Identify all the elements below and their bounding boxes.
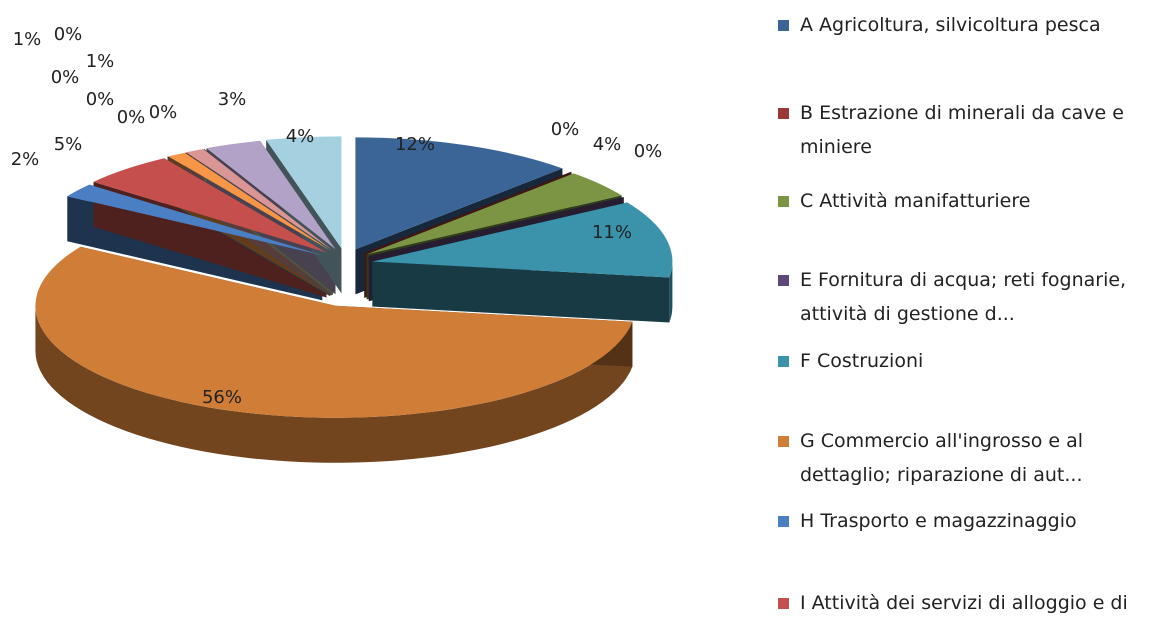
data-label: 2% <box>11 149 40 170</box>
data-label: 12% <box>395 134 435 155</box>
data-label: 1% <box>86 51 115 72</box>
legend-swatch <box>778 108 789 119</box>
slice <box>35 246 633 418</box>
slice-edge <box>372 261 670 323</box>
slice <box>266 136 342 249</box>
legend-label: A Agricoltura, silvicoltura pesca <box>800 14 1101 36</box>
data-label: 0% <box>634 141 663 162</box>
data-label: 0% <box>54 24 83 45</box>
legend-swatch <box>778 20 789 31</box>
legend-item: A Agricoltura, silvicoltura pesca <box>778 8 1167 42</box>
legend-swatch <box>778 275 789 286</box>
legend-label: C Attività manifatturiere <box>800 190 1031 212</box>
slice <box>364 171 572 253</box>
legend-label: F Costruzioni <box>800 350 924 372</box>
legend-label: E Fornitura di acqua; reti fognarie, att… <box>800 269 1127 325</box>
data-label: 5% <box>54 134 83 155</box>
legend-swatch <box>778 516 789 527</box>
data-label: 56% <box>202 387 242 408</box>
data-label: 3% <box>218 89 247 110</box>
slice-tops <box>35 136 673 418</box>
data-label: 1% <box>13 29 42 50</box>
slice-side <box>669 261 673 323</box>
legend-swatch <box>778 436 789 447</box>
data-label: 4% <box>286 126 315 147</box>
data-label: 4% <box>593 134 622 155</box>
data-label: 0% <box>149 102 178 123</box>
legend-item: H Trasporto e magazzinaggio <box>778 504 1167 538</box>
legend-label: B Estrazione di minerali da cave e minie… <box>800 102 1124 158</box>
slice <box>372 202 673 278</box>
slice <box>67 184 323 256</box>
legend-item: G Commercio all'ingrosso e al dettaglio;… <box>778 424 1167 492</box>
slice <box>366 173 622 255</box>
legend-swatch <box>778 598 789 609</box>
legend-item: F Costruzioni <box>778 344 1167 378</box>
legend-swatch <box>778 356 789 367</box>
legend-label: G Commercio all'ingrosso e al dettaglio;… <box>800 430 1084 486</box>
data-label: 0% <box>117 107 146 128</box>
legend-swatch <box>778 196 789 207</box>
legend-label: H Trasporto e magazzinaggio <box>800 510 1077 532</box>
slice <box>168 152 331 251</box>
slice <box>204 148 333 250</box>
legend-item: B Estrazione di minerali da cave e minie… <box>778 96 1167 164</box>
data-label: 0% <box>51 67 80 88</box>
slice <box>355 137 563 250</box>
slice <box>368 197 624 257</box>
legend-item: E Fornitura di acqua; reti fognarie, att… <box>778 263 1167 331</box>
data-label: 0% <box>551 119 580 140</box>
legend-label: I Attività dei servizi di alloggio e di … <box>800 592 1128 627</box>
data-label: 11% <box>592 222 632 243</box>
slice <box>185 152 332 251</box>
slice <box>186 148 333 251</box>
slice-side <box>35 305 633 463</box>
data-label: 0% <box>86 89 115 110</box>
slice <box>167 156 330 251</box>
legend-item: C Attività manifatturiere <box>778 184 1167 218</box>
slice <box>206 140 336 250</box>
slice <box>93 158 327 253</box>
legend-item: I Attività dei servizi di alloggio e di … <box>778 586 1167 627</box>
